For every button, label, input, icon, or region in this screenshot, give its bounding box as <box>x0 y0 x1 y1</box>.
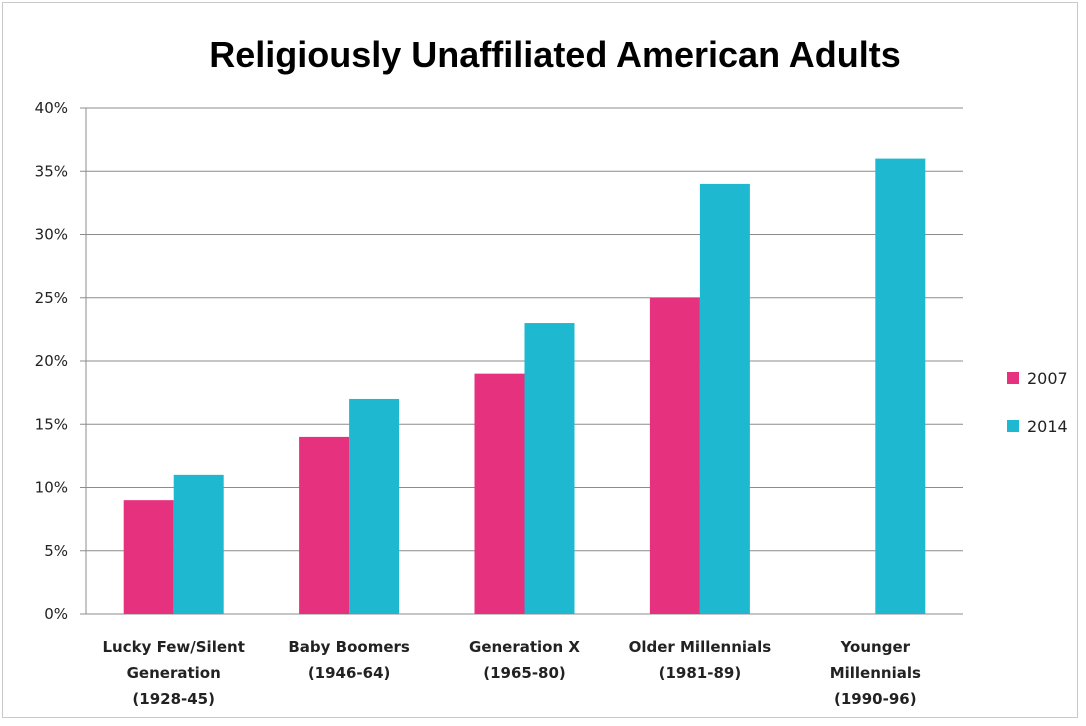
legend-swatch-2014 <box>1007 420 1019 432</box>
bar-2014 <box>349 398 400 614</box>
x-tick-label: Millennials <box>830 664 921 682</box>
y-tick-label: 25% <box>35 289 68 307</box>
y-tick-label: 40% <box>35 99 68 117</box>
bars <box>123 158 926 614</box>
y-tick-label: 15% <box>35 415 68 433</box>
x-tick-label: Older Millennials <box>629 638 772 656</box>
chart-title: Religiously Unaffiliated American Adults <box>209 34 900 75</box>
bar-2014 <box>875 158 926 614</box>
x-tick-label: Generation <box>127 664 221 682</box>
y-tick-label: 5% <box>44 542 68 560</box>
y-tick-label: 30% <box>35 226 68 244</box>
x-tick-label: Baby Boomers <box>288 638 410 656</box>
x-axis: Lucky Few/Silent Generation (1928-45) Baby … <box>103 638 921 708</box>
y-tick-label: 0% <box>44 605 68 623</box>
legend: 2007 2014 <box>1007 369 1068 436</box>
bar-2007 <box>474 373 525 614</box>
x-tick-label: (1965-80) <box>483 664 566 682</box>
x-tick-label: Younger <box>840 638 911 656</box>
gridlines <box>80 107 963 615</box>
y-tick-label: 10% <box>35 479 68 497</box>
y-axis: 0% 5% 10% 15% 20% 25% 30% 35% 40% <box>35 99 87 623</box>
y-tick-label: 35% <box>35 162 68 180</box>
bar-2007 <box>299 436 350 614</box>
x-tick-label: Generation X <box>469 638 580 656</box>
x-tick-label: Lucky Few/Silent <box>103 638 245 656</box>
bar-2014 <box>173 474 224 614</box>
y-tick-label: 20% <box>35 352 68 370</box>
x-tick-label: (1981-89) <box>659 664 742 682</box>
legend-swatch-2007 <box>1007 372 1019 384</box>
bar-2007 <box>123 500 174 614</box>
x-tick-label: (1990-96) <box>834 690 917 708</box>
bar-2007 <box>649 297 700 614</box>
x-tick-label: (1946-64) <box>308 664 391 682</box>
x-tick-label: (1928-45) <box>132 690 215 708</box>
bar-2014 <box>699 183 750 614</box>
legend-label-2014: 2014 <box>1027 417 1068 436</box>
legend-label-2007: 2007 <box>1027 369 1068 388</box>
bar-2014 <box>524 323 575 614</box>
